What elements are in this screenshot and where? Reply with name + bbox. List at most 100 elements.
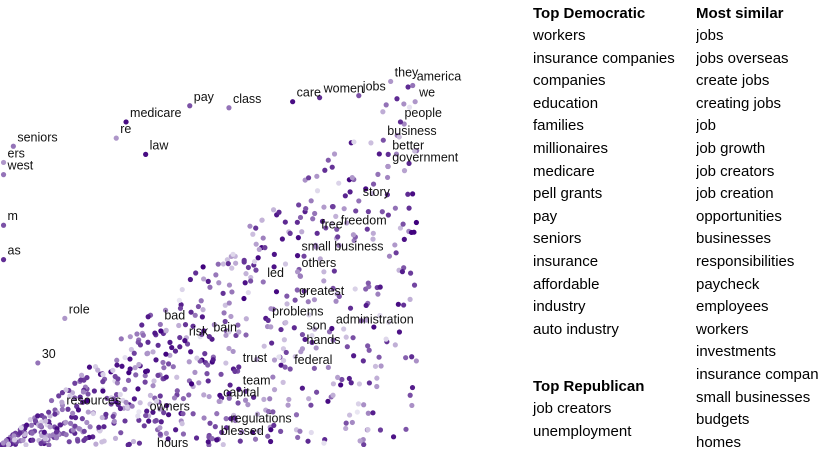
term-label[interactable]: trust <box>243 351 268 365</box>
term-item[interactable]: opportunities <box>696 207 782 225</box>
term-label[interactable]: they <box>395 65 419 79</box>
term-point[interactable] <box>356 93 362 99</box>
term-item[interactable]: families <box>533 117 584 135</box>
term-label[interactable]: capital <box>223 385 259 399</box>
term-label[interactable]: government <box>392 151 459 165</box>
term-item[interactable]: insurance compan <box>696 365 819 383</box>
term-item[interactable]: investments <box>696 343 777 361</box>
term-label[interactable]: business <box>387 124 436 138</box>
term-point[interactable] <box>412 99 418 105</box>
term-point[interactable] <box>226 105 232 111</box>
term-item[interactable]: job growth <box>696 139 766 157</box>
term-item[interactable]: homes <box>696 433 742 451</box>
term-item[interactable]: insurance companies <box>533 49 675 67</box>
term-item[interactable]: unemployment <box>533 422 632 440</box>
term-point[interactable] <box>216 398 222 404</box>
term-item[interactable]: small businesses <box>696 388 811 406</box>
term-item[interactable]: medicare <box>533 162 595 180</box>
term-label[interactable]: risk <box>189 325 209 339</box>
term-item[interactable]: businesses <box>696 230 772 248</box>
term-label[interactable]: son <box>306 319 326 333</box>
term-item[interactable]: companies <box>533 72 606 90</box>
term-label[interactable]: as <box>8 244 21 258</box>
term-label[interactable]: west <box>7 159 34 173</box>
term-label[interactable]: 30 <box>42 347 56 361</box>
term-label[interactable]: people <box>404 106 442 120</box>
term-label[interactable]: bain <box>213 321 237 335</box>
term-item[interactable]: workers <box>533 27 586 44</box>
term-label[interactable]: m <box>8 209 18 223</box>
term-label[interactable]: free <box>321 217 343 231</box>
term-point[interactable] <box>287 366 293 372</box>
term-point[interactable] <box>0 222 7 228</box>
term-label[interactable]: ers <box>8 146 25 160</box>
term-label[interactable]: problems <box>272 304 323 318</box>
term-label[interactable]: women <box>323 82 364 96</box>
term-point[interactable] <box>380 137 386 143</box>
term-point[interactable] <box>292 297 298 303</box>
term-point[interactable] <box>113 135 119 141</box>
term-label[interactable]: team <box>243 373 271 387</box>
term-point[interactable] <box>223 425 230 431</box>
term-label[interactable]: resources <box>66 394 121 408</box>
term-point[interactable] <box>356 198 362 204</box>
term-item[interactable]: affordable <box>533 275 600 293</box>
term-label[interactable]: seniors <box>17 130 57 144</box>
term-point[interactable] <box>62 315 68 321</box>
term-label[interactable]: federal <box>294 353 332 367</box>
term-label[interactable]: role <box>69 302 90 316</box>
term-label[interactable]: bad <box>164 308 185 322</box>
term-point[interactable] <box>294 253 301 259</box>
term-label[interactable]: medicare <box>130 106 181 120</box>
term-item[interactable]: auto industry <box>533 320 619 338</box>
term-item[interactable]: responsibilities <box>696 252 795 270</box>
term-point[interactable] <box>385 151 391 157</box>
term-label[interactable]: re <box>120 122 131 136</box>
term-label[interactable]: story <box>363 185 391 199</box>
term-label[interactable]: small business <box>302 240 384 254</box>
term-item[interactable]: millionaires <box>533 139 609 157</box>
term-label[interactable]: law <box>150 138 170 152</box>
term-point[interactable] <box>0 257 7 263</box>
term-point[interactable] <box>35 360 41 366</box>
term-point[interactable] <box>317 95 323 101</box>
term-point[interactable] <box>123 119 129 125</box>
term-label[interactable]: blessed <box>221 424 264 438</box>
term-point[interactable] <box>329 325 335 332</box>
term-label[interactable]: led <box>267 266 284 280</box>
term-point[interactable] <box>294 269 301 275</box>
term-item[interactable]: job creation <box>696 185 774 203</box>
term-point[interactable] <box>206 334 212 340</box>
term-label[interactable]: others <box>302 256 337 270</box>
term-item[interactable]: job creators <box>696 162 775 180</box>
term-point[interactable] <box>334 226 340 232</box>
term-point[interactable] <box>410 82 416 89</box>
term-label[interactable]: pay <box>194 90 215 104</box>
term-point[interactable] <box>290 99 296 105</box>
term-label[interactable]: america <box>417 70 462 84</box>
term-label[interactable]: care <box>297 86 321 100</box>
term-point[interactable] <box>397 119 404 125</box>
term-label[interactable]: administration <box>336 313 414 327</box>
term-label[interactable]: owners <box>150 400 190 414</box>
term-item[interactable]: pell grants <box>533 185 603 203</box>
term-point[interactable] <box>157 321 163 328</box>
term-point[interactable] <box>143 412 149 419</box>
term-point[interactable] <box>388 78 394 85</box>
term-label[interactable]: we <box>418 86 435 100</box>
term-item[interactable]: pay <box>533 207 558 225</box>
term-point[interactable] <box>260 279 266 285</box>
term-label[interactable]: better <box>392 138 424 152</box>
term-item[interactable]: education <box>533 94 599 112</box>
term-item[interactable]: create jobs <box>696 72 770 90</box>
term-point[interactable] <box>314 230 320 236</box>
term-point[interactable] <box>0 159 7 166</box>
term-label[interactable]: hours <box>157 436 188 447</box>
term-item[interactable]: workers <box>696 320 749 338</box>
term-point[interactable] <box>299 331 306 338</box>
term-point[interactable] <box>236 386 242 392</box>
term-point[interactable] <box>10 143 16 149</box>
term-point[interactable] <box>59 406 65 413</box>
term-point[interactable] <box>143 151 149 157</box>
term-point[interactable] <box>214 437 220 443</box>
